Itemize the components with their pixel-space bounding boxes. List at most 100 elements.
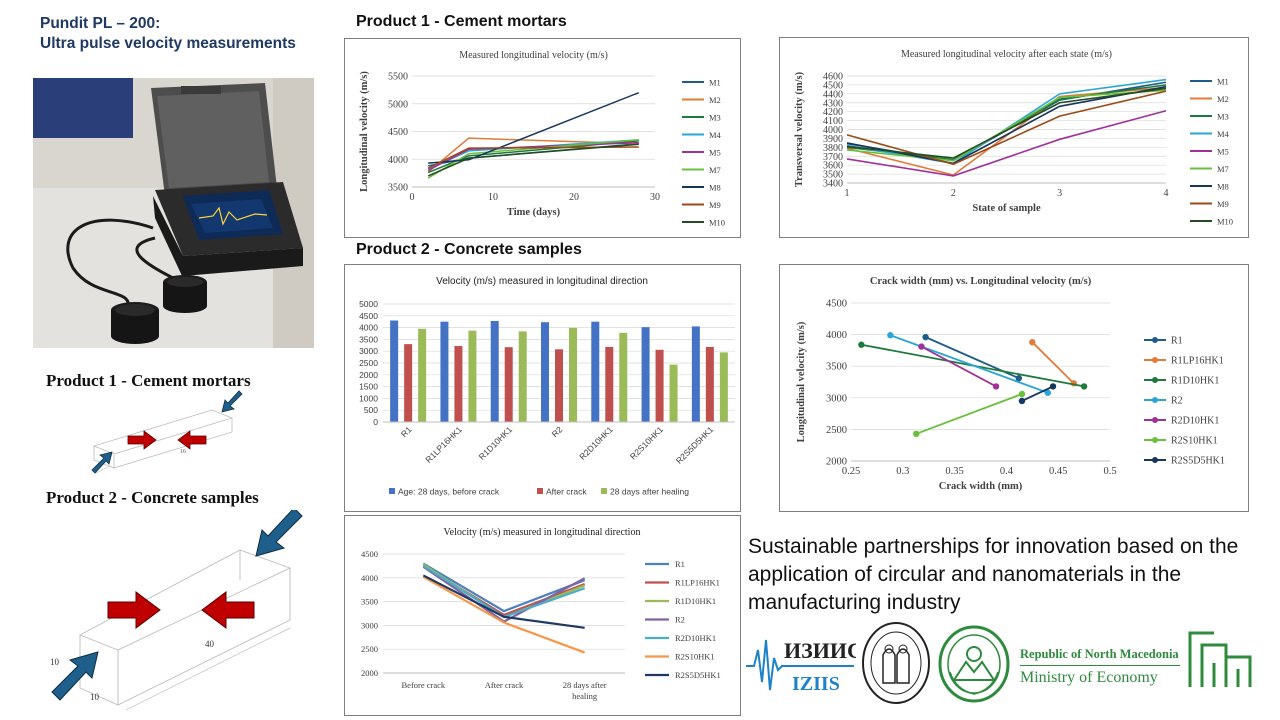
- category-label: R1LP16HK1: [423, 424, 464, 465]
- x-tick-label: 4: [1164, 188, 1169, 199]
- category-label: After crack: [485, 680, 524, 690]
- data-point-r2s5d5hk1: [1018, 397, 1026, 405]
- y-tick-label: 4300: [823, 98, 843, 109]
- x-tick-label: 0.5: [1103, 466, 1116, 477]
- legend-label: R2D10HK1: [1171, 416, 1219, 427]
- chart-mortar-time: Measured longitudinal velocity (m/s) 3500…: [359, 50, 725, 228]
- legend-label: R2S10HK1: [1171, 436, 1218, 447]
- legend-label: R2S5D5HK1: [675, 670, 721, 680]
- bar-before-crack: [591, 321, 600, 422]
- x-tick-label: 2: [951, 188, 956, 199]
- legend-label: M4: [1217, 129, 1230, 139]
- y-tick-label: 2000: [361, 668, 378, 678]
- bar-after-crack: [705, 346, 714, 422]
- bar-before-crack: [691, 326, 700, 422]
- iziis-latin-text: IZIIS: [792, 673, 840, 695]
- x-tick-label: 3: [1057, 188, 1062, 199]
- bar-after-healing: [468, 330, 477, 422]
- y-tick-label: 3000: [826, 393, 847, 404]
- chart-mortar-state: Measured longitudinal velocity after eac…: [794, 49, 1233, 227]
- y-tick-label: 4600: [823, 72, 843, 83]
- data-point-r2: [1044, 389, 1052, 396]
- left-product2-heading: Product 2 - Concrete samples: [46, 488, 259, 507]
- ministry-label: Republic of North Macedonia Ministry of …: [1020, 647, 1180, 687]
- legend-swatch: [389, 488, 395, 494]
- data-point-r2d10hk1: [992, 383, 1000, 390]
- legend-label: After crack: [546, 487, 587, 497]
- chart-concrete-bars: Velocity (m/s) measured in longitudinal …: [359, 276, 735, 497]
- data-point-r1: [1015, 375, 1023, 382]
- bar-after-crack: [504, 347, 513, 422]
- y-tick-label: 5000: [359, 299, 378, 309]
- legend-label: M1: [1217, 77, 1229, 87]
- y-tick-label: 4000: [823, 125, 843, 136]
- y-tick-label: 4500: [388, 127, 408, 138]
- legend-marker: [1152, 457, 1158, 463]
- mortar-dim-label: 16: [180, 449, 186, 455]
- series-line-m7: [846, 89, 1167, 162]
- bar-before-crack: [490, 320, 499, 422]
- legend-swatch: [601, 488, 607, 494]
- product2-heading: Product 2 - Concrete samples: [356, 241, 582, 258]
- legend-marker: [1152, 397, 1158, 403]
- y-tick-label: 4000: [388, 155, 408, 166]
- y-tick-label: 3500: [823, 170, 843, 181]
- bar-before-crack: [390, 320, 399, 422]
- y-tick-label: 3500: [388, 183, 408, 194]
- category-label: R2S10HK1: [628, 424, 665, 461]
- series-line-r2s10hk1: [915, 393, 1023, 435]
- y-tick-label: 3900: [823, 134, 843, 145]
- legend-label: M5: [709, 148, 721, 158]
- legend-label: M4: [709, 130, 722, 140]
- data-point-r1d10hk1: [858, 341, 865, 348]
- data-point-r1lp16hk1: [1029, 338, 1036, 346]
- legend-label: M8: [1217, 182, 1229, 192]
- chart-panel-mortar-state: Measured longitudinal velocity after eac…: [779, 37, 1249, 238]
- series-line-m10: [846, 87, 1167, 159]
- y-tick-label: 4000: [359, 323, 378, 333]
- legend-label: R2: [1171, 396, 1183, 407]
- chart-title: Measured longitudinal velocity after eac…: [901, 49, 1112, 60]
- y-tick-label: 3400: [823, 179, 843, 190]
- university-seal: [861, 621, 931, 705]
- y-tick-label: 4500: [823, 80, 843, 91]
- series-line-m10: [427, 143, 639, 177]
- bar-after-healing: [619, 332, 628, 422]
- device-photo: [33, 78, 314, 348]
- y-tick-label: 4500: [826, 299, 847, 310]
- x-tick-label: 0.25: [842, 466, 860, 477]
- bar-before-crack: [641, 327, 650, 422]
- y-tick-label: 4000: [361, 573, 378, 583]
- y-tick-label: 2000: [359, 370, 378, 380]
- series-line-m3: [427, 140, 639, 174]
- series-line-m9: [427, 146, 639, 169]
- x-tick-label: 30: [650, 192, 660, 203]
- bar-after-healing: [418, 328, 427, 422]
- slide-title-line2: Ultra pulse velocity measurements: [40, 35, 296, 52]
- government-emblem: [936, 624, 1012, 704]
- legend-label: R1D10HK1: [675, 596, 716, 606]
- series-line-m8: [846, 85, 1167, 165]
- legend-label: R1: [1171, 336, 1183, 347]
- legend-marker: [1152, 417, 1158, 423]
- iziis-logo: ИЗИИС IZIIS: [744, 630, 863, 698]
- legend-label: M2: [1217, 94, 1229, 104]
- chart-concrete-lines: Velocity (m/s) measured in longitudinal …: [361, 527, 721, 701]
- legend-label: R1LP16HK1: [1171, 356, 1224, 367]
- x-tick-label: 20: [569, 192, 579, 203]
- legend-marker: [1152, 337, 1158, 343]
- y-tick-label: 1000: [359, 393, 378, 403]
- legend-label: M9: [709, 200, 721, 210]
- chart-title: Crack width (mm) vs. Longitudinal veloci…: [870, 276, 1092, 287]
- y-tick-label: 3000: [359, 346, 378, 356]
- legend-label: M2: [709, 95, 721, 105]
- y-tick-label: 4500: [359, 311, 378, 321]
- series-line-r1: [422, 562, 586, 613]
- y-tick-label: 5000: [388, 99, 408, 110]
- bar-before-crack: [440, 321, 449, 422]
- category-label: R2D10HK1: [577, 424, 615, 462]
- ministry-line1: Republic of North Macedonia: [1020, 647, 1179, 661]
- bar-after-healing: [669, 364, 678, 422]
- project-tagline: Sustainable partnerships for innovation …: [748, 535, 1239, 614]
- y-tick-label: 2500: [361, 644, 378, 654]
